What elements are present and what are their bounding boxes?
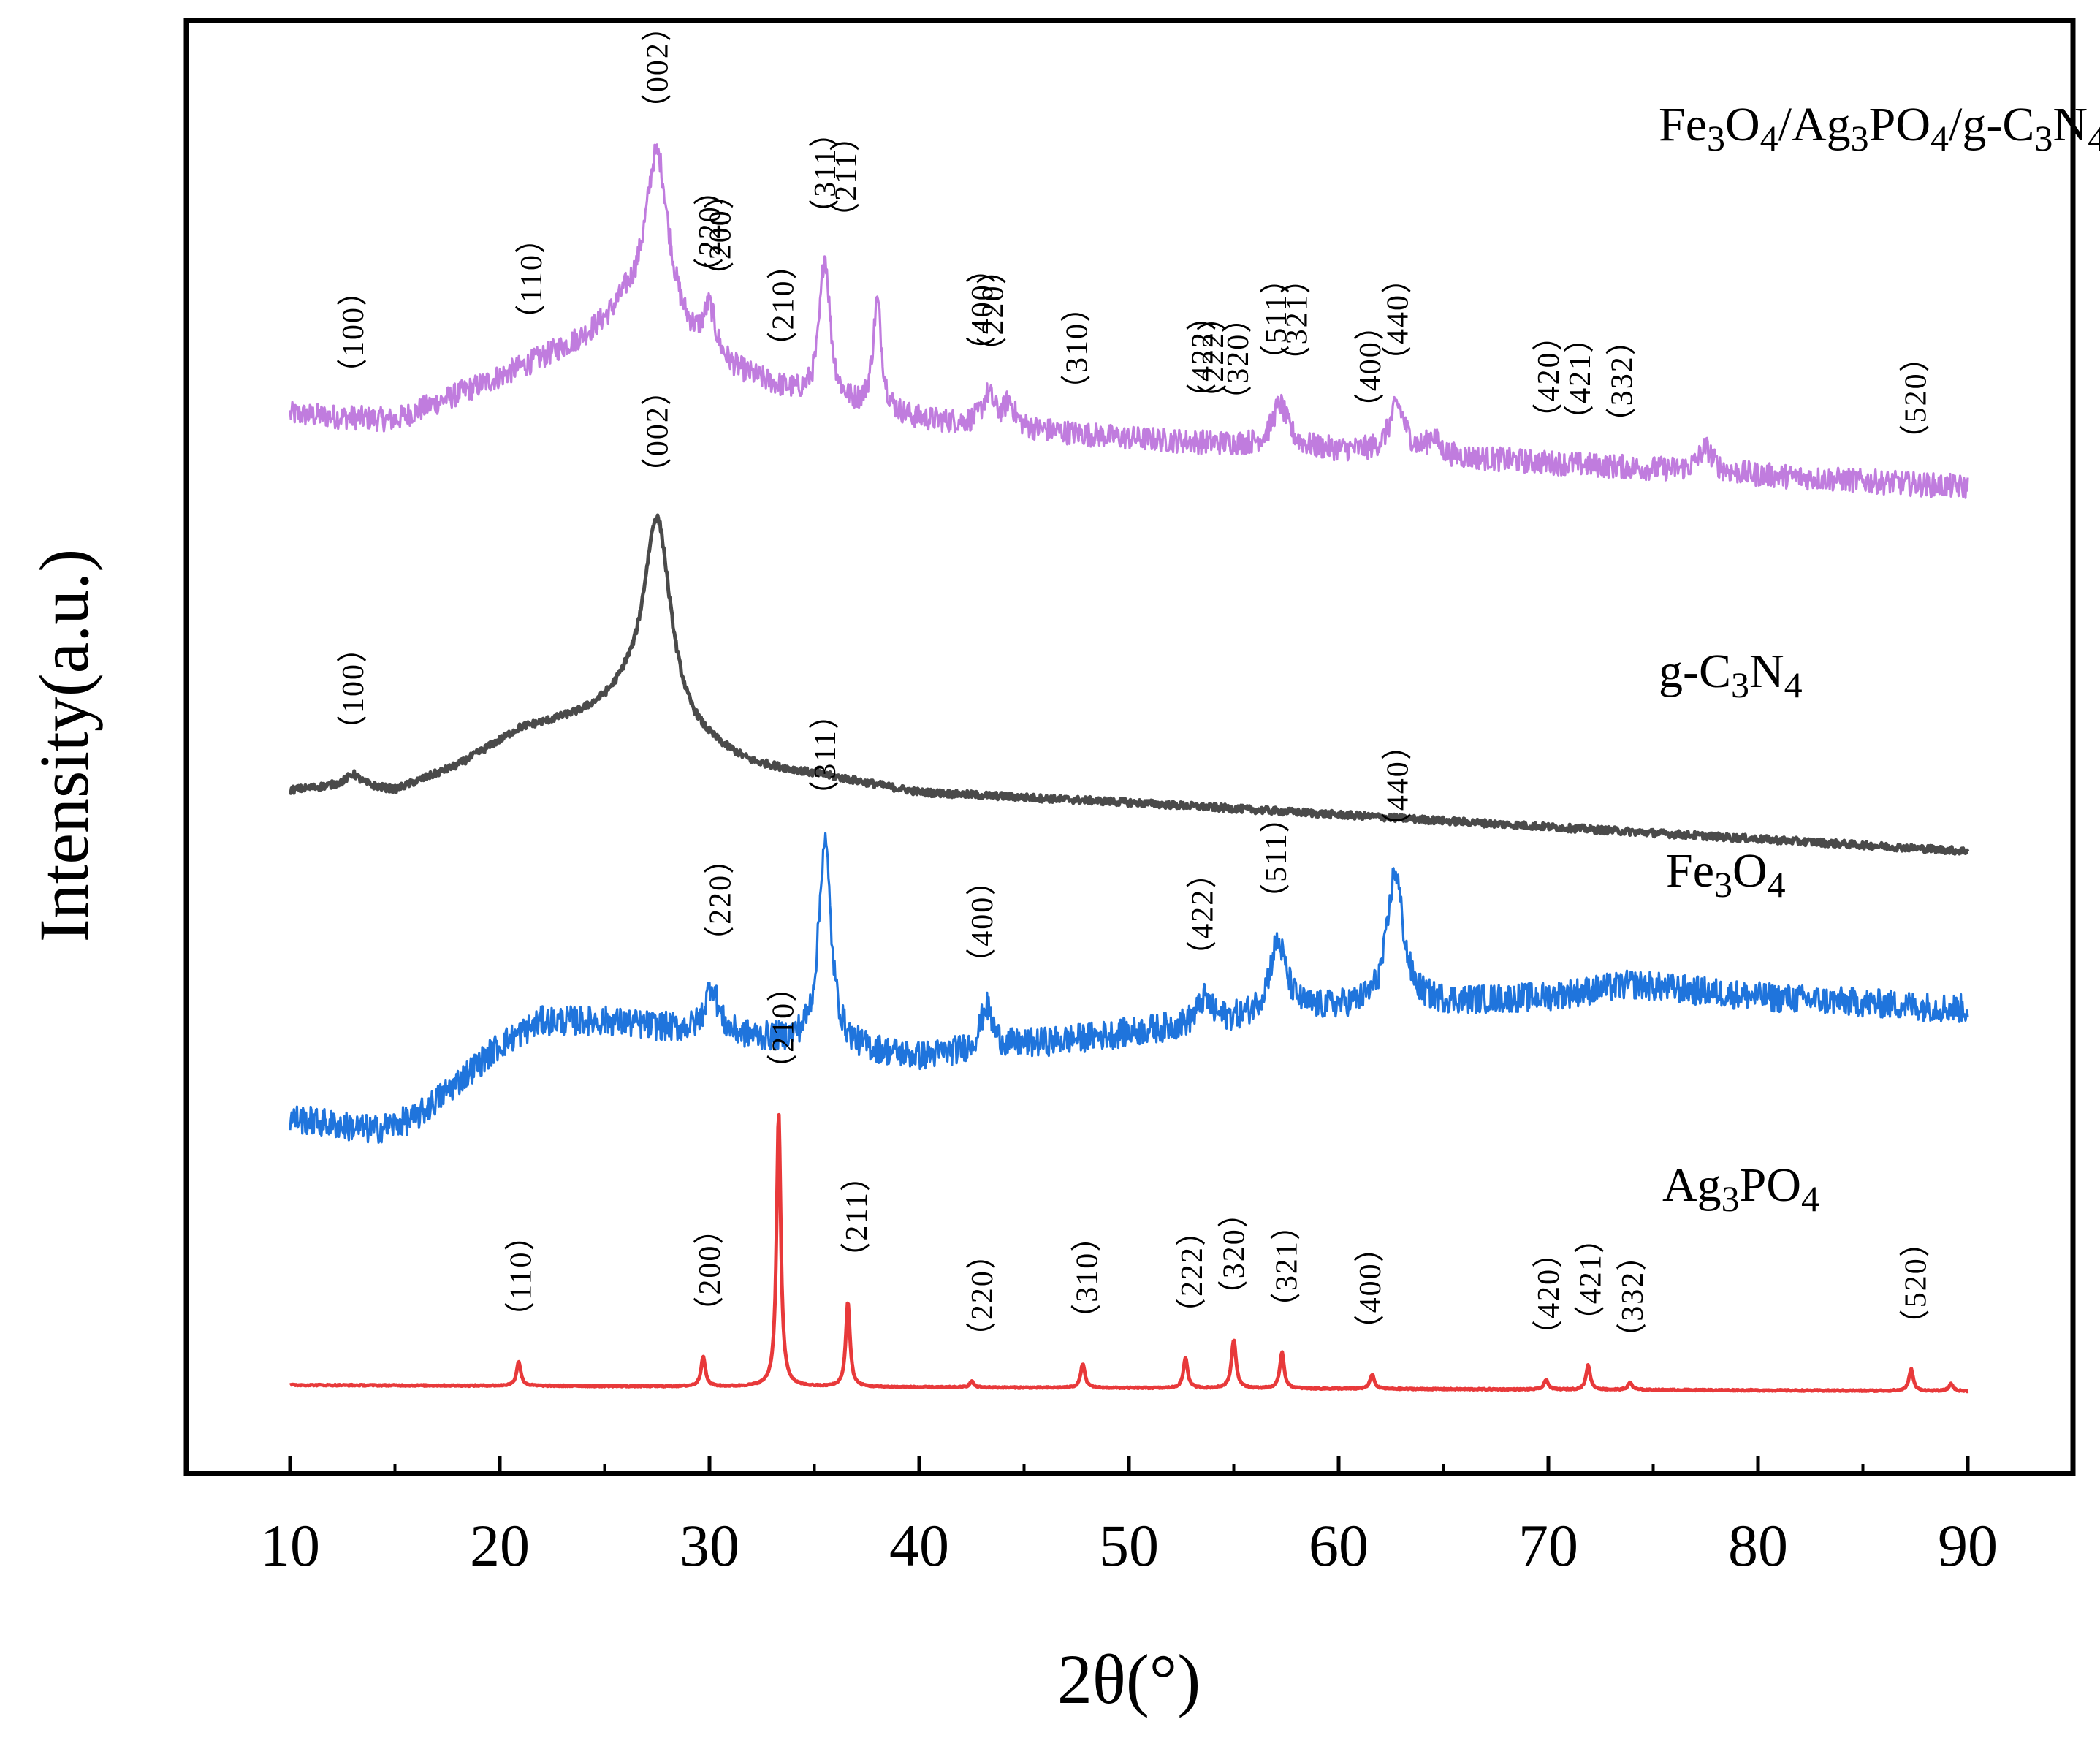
peak-label: （222） <box>1176 1214 1209 1329</box>
x-tick-label: 40 <box>889 1512 949 1579</box>
peak-label: （220） <box>966 1237 1000 1352</box>
peak-label: （520） <box>1899 340 1933 455</box>
peak-label: （100） <box>337 274 370 389</box>
peak-annotations: （100） （110）（002）（220）（200）（210）（311）（211）… <box>337 10 1933 1354</box>
peak-label: （332） <box>1616 1239 1650 1354</box>
peak-label: （320） <box>1218 1196 1252 1310</box>
x-tick-label: 90 <box>1938 1512 1998 1579</box>
peak-label: （311） <box>809 115 842 229</box>
x-tick-label: 80 <box>1728 1512 1788 1579</box>
peak-label: （422） <box>1186 857 1220 971</box>
peak-label: （110） <box>505 1218 539 1332</box>
peak-label: （400） <box>966 864 1000 979</box>
peak-label: （222） <box>1197 300 1230 414</box>
peak-label: （320） <box>1222 301 1255 416</box>
x-tick-label: 50 <box>1099 1512 1159 1579</box>
series-line <box>289 143 1969 499</box>
peak-label: （002） <box>641 373 674 488</box>
peak-label: （310） <box>1071 1220 1105 1335</box>
peak-label: （200） <box>704 177 737 292</box>
peak-label: （220） <box>977 252 1011 367</box>
x-tick-label: 20 <box>470 1512 530 1579</box>
peak-label: （310） <box>1060 290 1094 405</box>
peak-label: （110） <box>515 221 549 335</box>
peak-label: （520） <box>1899 1225 1933 1340</box>
series-label: Fe3O4/Ag3PO4/g-C3N4 <box>1659 98 2100 159</box>
series-label: Ag3PO4 <box>1662 1158 1819 1219</box>
peak-label: （220） <box>693 173 727 288</box>
x-tick-label: 10 <box>260 1512 320 1579</box>
peak-label: （200） <box>693 1213 727 1327</box>
x-axis-ticks: 10 20 30 40 50 60 70 80 90 <box>260 1456 1998 1579</box>
peak-label: （100） <box>337 631 370 745</box>
x-axis-title: 2θ(°) <box>1057 1640 1201 1718</box>
peak-label: （321） <box>1281 262 1315 376</box>
x-tick-label: 70 <box>1518 1512 1578 1579</box>
peak-label: （420） <box>1532 319 1566 433</box>
peak-label: （421） <box>1564 321 1597 436</box>
peak-label: （400） <box>966 251 1000 366</box>
series-line <box>289 513 1970 856</box>
peak-label: （210） <box>767 970 801 1085</box>
peak-label: （311） <box>809 697 842 811</box>
peak-label: （421） <box>1574 1221 1608 1336</box>
peak-label: （422） <box>1186 299 1220 414</box>
series-label: g-C3N4 <box>1659 645 1803 705</box>
series-line <box>289 1112 1969 1394</box>
peak-label: （420） <box>1532 1236 1566 1351</box>
y-axis-title: Intensity(a.u.) <box>25 549 103 943</box>
peak-label: （321） <box>1270 1208 1304 1323</box>
peak-label: （511） <box>1260 262 1293 375</box>
peak-label: （440） <box>1381 728 1415 843</box>
peak-label: （400） <box>1354 1230 1388 1345</box>
peak-label: （220） <box>704 842 737 957</box>
peak-label: （511） <box>1260 800 1293 914</box>
peak-label: （440） <box>1381 262 1415 376</box>
peak-label: （210） <box>767 247 801 362</box>
plot-frame <box>183 18 2076 1476</box>
peak-label: （211） <box>840 1159 874 1272</box>
series-line <box>289 832 1969 1144</box>
peak-label: （400） <box>1354 308 1388 423</box>
x-tick-label: 30 <box>680 1512 739 1579</box>
series-labels: Fe3O4/Ag3PO4/g-C3N4 g-C3N4 Fe3O4 Ag3PO4 <box>1659 98 2100 1219</box>
x-tick-label: 60 <box>1309 1512 1369 1579</box>
traces <box>289 143 1970 1394</box>
peak-label: （211） <box>830 119 864 232</box>
peak-label: （002） <box>641 10 674 124</box>
peak-label: （332） <box>1605 323 1639 438</box>
series-label: Fe3O4 <box>1666 844 1786 905</box>
